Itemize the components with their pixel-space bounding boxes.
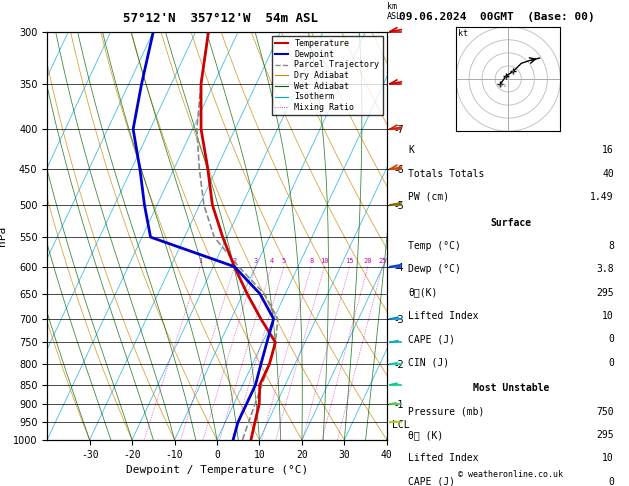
Text: 2: 2 [233, 258, 237, 264]
Text: Lifted Index: Lifted Index [408, 311, 479, 321]
Text: 750: 750 [596, 407, 614, 417]
Text: 0: 0 [608, 477, 614, 486]
X-axis label: Dewpoint / Temperature (°C): Dewpoint / Temperature (°C) [126, 465, 308, 475]
Text: km
ASL: km ASL [387, 2, 402, 21]
Text: 0: 0 [608, 334, 614, 344]
Text: 3: 3 [511, 70, 514, 75]
Text: 3: 3 [253, 258, 258, 264]
Text: Temp (°C): Temp (°C) [408, 241, 461, 251]
Text: θᴇ (K): θᴇ (K) [408, 430, 443, 440]
Text: sfc: sfc [498, 83, 508, 88]
Text: θᴇ(K): θᴇ(K) [408, 288, 438, 297]
Text: 10: 10 [602, 311, 614, 321]
Text: 20: 20 [364, 258, 372, 264]
Text: Totals Totals: Totals Totals [408, 169, 485, 178]
Text: PW (cm): PW (cm) [408, 192, 450, 202]
Text: 10: 10 [320, 258, 329, 264]
Text: CIN (J): CIN (J) [408, 358, 450, 367]
Text: Lifted Index: Lifted Index [408, 453, 479, 463]
Text: 295: 295 [596, 430, 614, 440]
Text: © weatheronline.co.uk: © weatheronline.co.uk [459, 469, 563, 479]
Text: 8: 8 [608, 241, 614, 251]
Text: 40: 40 [602, 169, 614, 178]
Text: 25: 25 [378, 258, 387, 264]
Text: 10: 10 [602, 453, 614, 463]
Text: 0: 0 [608, 358, 614, 367]
Text: 09.06.2024  00GMT  (Base: 00): 09.06.2024 00GMT (Base: 00) [399, 12, 595, 22]
Text: K: K [408, 145, 415, 155]
Text: LCL: LCL [392, 420, 410, 430]
Text: 1: 1 [198, 258, 203, 264]
Text: 8: 8 [309, 258, 313, 264]
Text: 16: 16 [602, 145, 614, 155]
Text: Pressure (mb): Pressure (mb) [408, 407, 485, 417]
Text: 15: 15 [345, 258, 353, 264]
Text: 3.8: 3.8 [596, 264, 614, 274]
Text: 57°12'N  357°12'W  54m ASL: 57°12'N 357°12'W 54m ASL [123, 12, 318, 25]
Text: Surface: Surface [491, 218, 532, 227]
Text: Most Unstable: Most Unstable [473, 383, 549, 393]
Text: Dewp (°C): Dewp (°C) [408, 264, 461, 274]
Text: 1.49: 1.49 [590, 192, 614, 202]
Y-axis label: hPa: hPa [0, 226, 8, 246]
Text: 5: 5 [282, 258, 286, 264]
Text: CAPE (J): CAPE (J) [408, 477, 455, 486]
Text: 1: 1 [503, 75, 506, 80]
Text: CAPE (J): CAPE (J) [408, 334, 455, 344]
Text: kt: kt [458, 29, 468, 38]
Text: 4: 4 [269, 258, 274, 264]
Text: 295: 295 [596, 288, 614, 297]
Legend: Temperature, Dewpoint, Parcel Trajectory, Dry Adiabat, Wet Adiabat, Isotherm, Mi: Temperature, Dewpoint, Parcel Trajectory… [272, 36, 382, 115]
